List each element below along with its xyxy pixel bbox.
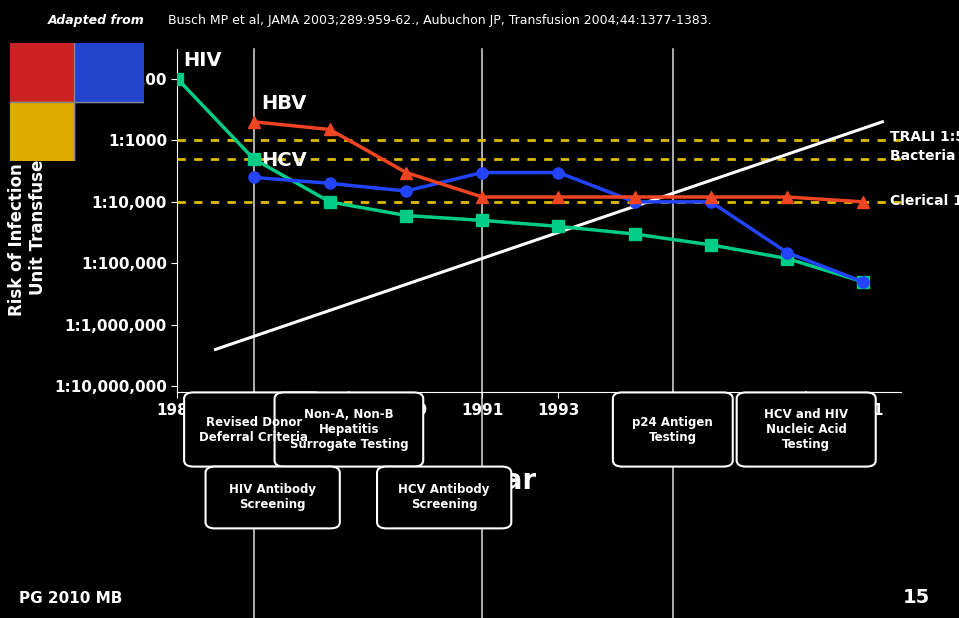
Text: HCV Antibody
Screening: HCV Antibody Screening (399, 483, 490, 512)
Text: HIV Antibody
Screening: HIV Antibody Screening (229, 483, 316, 512)
Text: Bacteria 1:2,000: Bacteria 1:2,000 (890, 150, 959, 163)
FancyBboxPatch shape (377, 467, 511, 528)
Bar (74, 43, 144, 102)
Text: PG 2010 MB: PG 2010 MB (19, 591, 123, 606)
Text: Busch MP et al, JAMA 2003;289:959-62., Aubuchon JP, Transfusion 2004;44:1377-138: Busch MP et al, JAMA 2003;289:959-62., A… (168, 14, 712, 27)
Text: HBV: HBV (261, 94, 307, 113)
Y-axis label: Risk of Infection per
Unit Transfused: Risk of Infection per Unit Transfused (9, 126, 47, 316)
Text: Clerical 1:12,000: Clerical 1:12,000 (890, 193, 959, 208)
Bar (10, 43, 74, 102)
FancyBboxPatch shape (737, 392, 876, 467)
Text: p24 Antigen
Testing: p24 Antigen Testing (632, 415, 713, 444)
Bar (10, 102, 74, 161)
FancyBboxPatch shape (205, 467, 339, 528)
Text: Adapted from: Adapted from (48, 14, 145, 27)
Text: HCV: HCV (261, 151, 307, 170)
FancyBboxPatch shape (184, 392, 323, 467)
Text: Non-A, Non-B
Hepatitis
Surrogate Testing: Non-A, Non-B Hepatitis Surrogate Testing (290, 408, 409, 451)
Text: Year: Year (467, 467, 536, 494)
Text: 15: 15 (903, 588, 930, 606)
Text: Revised Donor
Deferral Criteria: Revised Donor Deferral Criteria (199, 415, 308, 444)
Text: HCV and HIV
Nucleic Acid
Testing: HCV and HIV Nucleic Acid Testing (764, 408, 849, 451)
FancyBboxPatch shape (274, 392, 423, 467)
Text: HIV: HIV (183, 51, 222, 70)
Text: TRALI 1:5,000: TRALI 1:5,000 (890, 130, 959, 143)
FancyBboxPatch shape (613, 392, 733, 467)
